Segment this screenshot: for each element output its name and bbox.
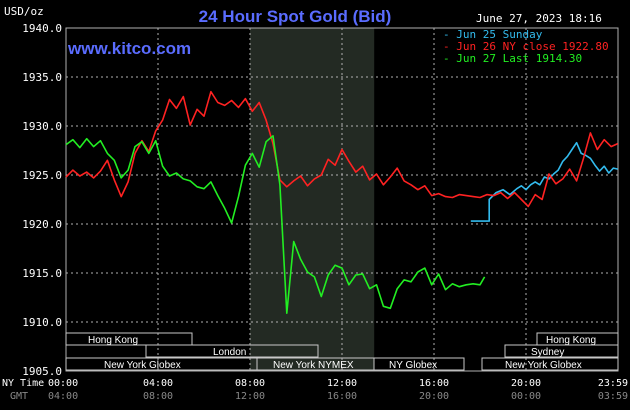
x-tick-label-gmt: 04:00 <box>48 391 78 402</box>
series-line-jun27 <box>65 135 486 315</box>
session-label: London <box>213 347 246 358</box>
x-tick-label-ny: 23:59 <box>598 378 628 389</box>
legend: - Jun 25 Sunday - Jun 26 NY close 1922.8… <box>443 28 609 65</box>
x-tick-label-gmt: 12:00 <box>235 391 265 402</box>
x-tick-label-ny: 16:00 <box>419 378 449 389</box>
units-label: USD/oz <box>4 5 44 18</box>
plot-area <box>65 27 619 372</box>
session-label: New York NYMEX <box>273 360 354 371</box>
x-tick-label-ny: 12:00 <box>327 378 357 389</box>
session-label: New York Globex <box>104 360 181 371</box>
y-axis: 1905.0 1910.0 1915.0 1920.0 1925.0 1930.0 1935… <box>22 22 62 378</box>
y-tick-label: 1910.0 <box>22 316 62 329</box>
legend-entry-jun27: - Jun 27 Last 1914.30 <box>443 52 582 65</box>
x-tick-label-gmt: 03:59 <box>598 391 628 402</box>
session-sydney: Sydney <box>504 344 619 358</box>
session-ny-globex-short: NY Globex <box>373 357 465 371</box>
market-sessions: Hong Kong London New York Globex New Yor… <box>65 332 619 371</box>
x-tick-label-gmt: 20:00 <box>419 391 449 402</box>
x-tick-label-gmt: 16:00 <box>327 391 357 402</box>
session-ny-globex-right: New York Globex <box>481 357 619 371</box>
chart-title: 24 Hour Spot Gold (Bid) <box>199 7 392 26</box>
session-label: Sydney <box>531 347 564 358</box>
x-axis-ny-label: NY Time <box>2 378 44 389</box>
series-layer <box>65 90 619 315</box>
session-label: Hong Kong <box>546 335 596 346</box>
x-tick-label-ny: 04:00 <box>143 378 173 389</box>
timestamp: June 27, 2023 18:16 <box>476 12 602 25</box>
y-tick-label: 1925.0 <box>22 169 62 182</box>
x-tick-label-gmt: 08:00 <box>143 391 173 402</box>
y-tick-label: 1935.0 <box>22 71 62 84</box>
series-line-jun26 <box>65 90 619 208</box>
y-tick-label: 1915.0 <box>22 267 62 280</box>
brand-watermark: www.kitco.com <box>67 39 191 58</box>
session-london: London <box>145 344 319 358</box>
x-axis-gmt-label: GMT <box>10 391 28 402</box>
x-axis: 00:00 04:00 04:00 08:00 08:00 12:00 12:00 16:00… <box>48 378 628 402</box>
x-tick-label-gmt: 00:00 <box>511 391 541 402</box>
x-tick-label-ny: 08:00 <box>235 378 265 389</box>
y-tick-label: 1930.0 <box>22 120 62 133</box>
session-label: New York Globex <box>505 360 582 371</box>
x-tick-label-ny: 20:00 <box>511 378 541 389</box>
session-label: NY Globex <box>389 360 437 371</box>
y-tick-label: 1940.0 <box>22 22 62 35</box>
session-hong-kong-left: Hong Kong <box>65 332 193 346</box>
ny-session-highlight <box>250 28 375 371</box>
y-tick-label: 1920.0 <box>22 218 62 231</box>
session-label: Hong Kong <box>88 335 138 346</box>
series-line-jun25 <box>470 141 618 222</box>
legend-entry-jun26: - Jun 26 NY close 1922.80 <box>443 40 609 53</box>
x-tick-label-ny: 00:00 <box>48 378 78 389</box>
y-tick-label: 1905.0 <box>22 365 62 378</box>
legend-entry-jun25: - Jun 25 Sunday <box>443 28 543 41</box>
plot-frame <box>65 27 619 372</box>
